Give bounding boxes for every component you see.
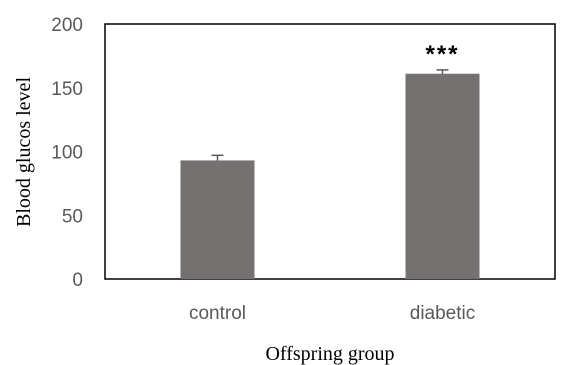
x-axis-title: Offspring group [265, 343, 394, 365]
y-tick-label: 100 [51, 143, 83, 164]
x-tick-label: diabetic [410, 303, 476, 324]
bar-diabetic [405, 73, 480, 279]
x-tick-label: control [189, 303, 246, 324]
x-tick-labels: control diabetic [189, 303, 475, 324]
y-tick-label: 200 [51, 15, 83, 36]
y-tick-labels: 0 50 100 150 200 [51, 15, 83, 291]
significance-label: *** [425, 41, 459, 68]
bar-control [180, 160, 255, 279]
y-axis-title: Blood glucos level [13, 77, 35, 227]
y-tick-label: 150 [51, 79, 83, 100]
y-tick-label: 50 [62, 206, 83, 227]
bars: *** [180, 41, 480, 279]
plot-frame [104, 23, 556, 280]
y-tick-label: 0 [72, 270, 83, 291]
